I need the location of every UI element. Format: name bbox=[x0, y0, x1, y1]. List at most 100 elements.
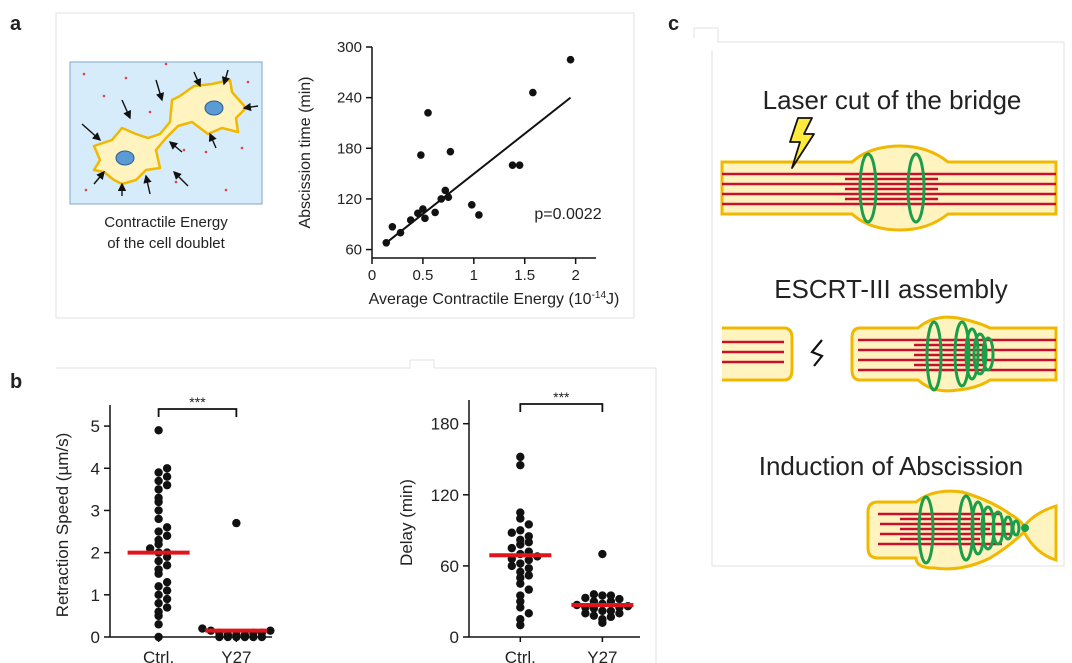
regression-line bbox=[385, 96, 572, 244]
data-point bbox=[162, 603, 172, 612]
data-point bbox=[524, 538, 533, 547]
significance-bracket bbox=[157, 408, 238, 417]
category-label: Ctrl. bbox=[505, 648, 536, 663]
data-point bbox=[516, 535, 525, 545]
data-point bbox=[441, 186, 450, 195]
data-point bbox=[388, 222, 397, 231]
x-tick-label: 2 bbox=[571, 267, 579, 284]
panel-b-letter: b bbox=[10, 371, 22, 393]
data-point bbox=[589, 611, 599, 620]
data-point bbox=[154, 493, 163, 502]
data-point bbox=[507, 543, 516, 553]
y-axis-label: Delay (min) bbox=[397, 479, 416, 566]
laser-bolt-icon bbox=[789, 117, 815, 169]
data-point bbox=[516, 559, 525, 568]
escrt-assembly-diagram bbox=[722, 315, 1058, 393]
data-point bbox=[615, 609, 624, 618]
data-point bbox=[598, 549, 607, 559]
y-tick-label: 180 bbox=[431, 415, 459, 434]
data-point bbox=[154, 582, 163, 591]
data-point bbox=[396, 228, 405, 237]
data-point bbox=[516, 514, 525, 523]
data-point bbox=[516, 615, 525, 624]
data-point bbox=[475, 211, 483, 219]
panel-b-frame bbox=[56, 359, 657, 663]
step2-label: ESCRT-III assembly bbox=[774, 274, 1008, 304]
data-point bbox=[516, 526, 525, 535]
data-point bbox=[162, 577, 172, 587]
y-tick-label: 60 bbox=[345, 242, 362, 259]
data-point bbox=[431, 208, 439, 217]
y-tick-label: 0 bbox=[450, 628, 459, 647]
data-point bbox=[529, 88, 537, 97]
data-point bbox=[240, 630, 250, 640]
y-tick-label: 240 bbox=[337, 90, 362, 107]
data-point bbox=[516, 508, 525, 517]
data-point bbox=[162, 472, 172, 481]
data-point bbox=[154, 468, 163, 477]
data-point bbox=[606, 591, 616, 600]
data-point bbox=[615, 594, 624, 604]
y-tick-label: 180 bbox=[337, 140, 362, 157]
category-label: Ctrl. bbox=[143, 648, 174, 663]
data-point bbox=[507, 561, 516, 571]
data-point bbox=[162, 464, 172, 473]
data-point bbox=[516, 573, 525, 582]
data-point bbox=[419, 205, 427, 213]
y-tick-label: 60 bbox=[440, 557, 459, 576]
data-point bbox=[524, 532, 533, 541]
y-axis-label: Abscission time (min) bbox=[297, 76, 314, 228]
panel-a-frame bbox=[55, 12, 635, 319]
data-point bbox=[516, 620, 525, 630]
data-point bbox=[524, 555, 533, 565]
significance-label: *** bbox=[553, 389, 570, 405]
x-tick-label: 0.5 bbox=[412, 267, 433, 284]
data-point bbox=[516, 452, 525, 462]
y-tick-label: 1 bbox=[91, 586, 100, 605]
data-point bbox=[154, 426, 163, 435]
data-point bbox=[516, 567, 525, 577]
data-point bbox=[524, 585, 533, 594]
abscission-site bbox=[1021, 524, 1029, 532]
data-point bbox=[162, 480, 172, 490]
data-point bbox=[154, 485, 163, 494]
y-tick-label: 2 bbox=[91, 544, 100, 563]
data-point bbox=[516, 603, 525, 612]
data-point bbox=[524, 564, 533, 573]
data-point bbox=[437, 195, 446, 203]
abscission-diagram bbox=[866, 489, 1058, 571]
x-tick-label: 1 bbox=[470, 267, 478, 284]
data-point bbox=[589, 590, 599, 599]
data-point bbox=[446, 147, 455, 156]
data-point bbox=[145, 544, 155, 553]
data-point bbox=[154, 590, 163, 600]
y-tick-label: 300 bbox=[337, 39, 362, 56]
y-tick-label: 120 bbox=[431, 486, 459, 505]
data-point bbox=[154, 556, 163, 566]
data-point bbox=[162, 523, 172, 532]
data-point bbox=[232, 518, 241, 528]
data-point bbox=[382, 239, 391, 247]
data-point bbox=[507, 528, 516, 537]
data-point bbox=[154, 599, 163, 608]
x-tick-label: 1.5 bbox=[514, 267, 535, 284]
chart-b-retraction: 0 1 2 3 4 5 Retraction Speed (µm/s) Ctrl. Y27 *** bbox=[53, 394, 275, 663]
significance-label: *** bbox=[189, 394, 206, 410]
y-tick-label: 5 bbox=[91, 417, 100, 436]
y-tick-label: 4 bbox=[91, 459, 100, 478]
category-label: Y27 bbox=[587, 648, 617, 663]
data-point bbox=[508, 161, 517, 169]
category-label: Y27 bbox=[221, 648, 251, 663]
data-point bbox=[154, 514, 163, 524]
data-point bbox=[414, 209, 422, 218]
contraction-arrows bbox=[81, 69, 259, 196]
data-point bbox=[515, 161, 524, 169]
chart-a: 60 120 180 240 300 0 0.5 1 1.5 2 Abscission time (… bbox=[297, 39, 619, 308]
escrt-spiral bbox=[925, 320, 995, 392]
data-point bbox=[417, 151, 425, 159]
data-point bbox=[198, 624, 207, 633]
y-axis-label: Retraction Speed (µm/s) bbox=[53, 433, 72, 618]
data-point bbox=[606, 606, 616, 616]
illustration-caption-line1: Contractile Energy bbox=[104, 214, 228, 231]
